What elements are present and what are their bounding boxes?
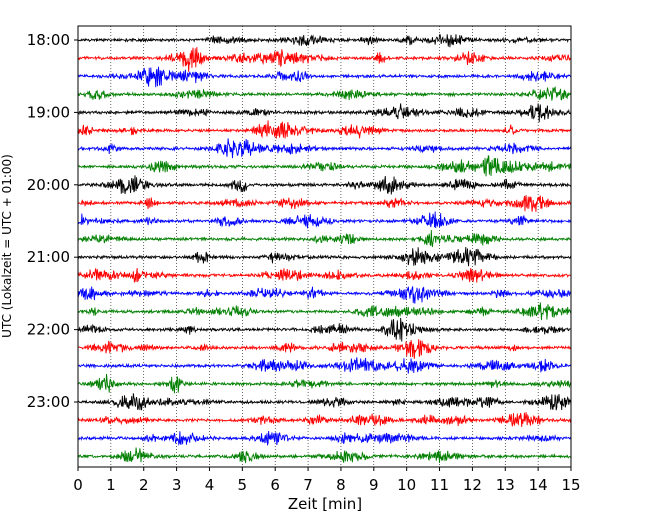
- seismogram-trace: [77, 230, 572, 247]
- seismogram-trace: [77, 103, 572, 123]
- x-axis-ticks: 0 1 2 3 4 5 6 7 8 9 10 11 12 13 14 15: [73, 467, 581, 494]
- seismogram-trace: [77, 447, 572, 464]
- x-tick-label: 14: [529, 476, 548, 494]
- seismogram-trace: [77, 339, 572, 359]
- x-tick-label: 4: [205, 476, 215, 494]
- x-tick-label: 11: [430, 476, 449, 494]
- x-tick-label: 6: [270, 476, 280, 494]
- seismogram-trace: [77, 175, 572, 195]
- x-tick-label: 1: [106, 476, 116, 494]
- y-tick-label: 23:00: [27, 393, 70, 411]
- x-tick-label: 15: [561, 476, 580, 494]
- y-axis-label: UTC (Lokalzeit = UTC + 01:00): [0, 154, 14, 338]
- seismogram-trace: [77, 138, 572, 159]
- seismogram-trace: [77, 412, 572, 427]
- seismogram-trace: [77, 120, 572, 139]
- trace-group: [77, 33, 572, 464]
- x-tick-label: 9: [369, 476, 379, 494]
- seismogram-trace: [77, 86, 572, 101]
- x-tick-label: 8: [336, 476, 346, 494]
- y-tick-label: 20:00: [27, 176, 70, 194]
- x-tick-label: 0: [73, 476, 83, 494]
- seismogram-trace: [77, 267, 572, 283]
- y-tick-label: 22:00: [27, 321, 70, 339]
- seismogram-trace: [77, 357, 572, 374]
- y-tick-label: 18:00: [27, 31, 70, 49]
- seismogram-trace: [77, 33, 572, 48]
- x-tick-label: 7: [303, 476, 313, 494]
- seismogram-trace: [77, 246, 572, 267]
- seismogram-trace: [77, 154, 572, 177]
- seismogram-trace: [77, 286, 572, 304]
- y-tick-label: 21:00: [27, 248, 70, 266]
- x-axis-label: Zeit [min]: [288, 495, 362, 513]
- plot-frame: [77, 25, 572, 468]
- x-tick-label: 13: [496, 476, 515, 494]
- x-tick-label: 12: [463, 476, 482, 494]
- seismogram-trace: [77, 302, 572, 321]
- seismogram-trace: [77, 430, 572, 447]
- seismogram-trace: [77, 317, 572, 342]
- seismogram-trace: [77, 66, 572, 88]
- y-axis-ticks: 18:00 19:00 20:00 21:00 22:00 23:00: [27, 31, 78, 411]
- seismogram-trace: [77, 47, 572, 72]
- seismogram-trace: [77, 393, 572, 411]
- x-tick-label: 10: [397, 476, 416, 494]
- seismogram-trace: [77, 211, 572, 229]
- x-tick-label: 3: [172, 476, 182, 494]
- seismogram-trace: [77, 195, 572, 212]
- seismogram-trace: [77, 373, 572, 394]
- x-tick-label: 2: [139, 476, 149, 494]
- y-tick-label: 19:00: [27, 103, 70, 121]
- x-tick-label: 5: [238, 476, 248, 494]
